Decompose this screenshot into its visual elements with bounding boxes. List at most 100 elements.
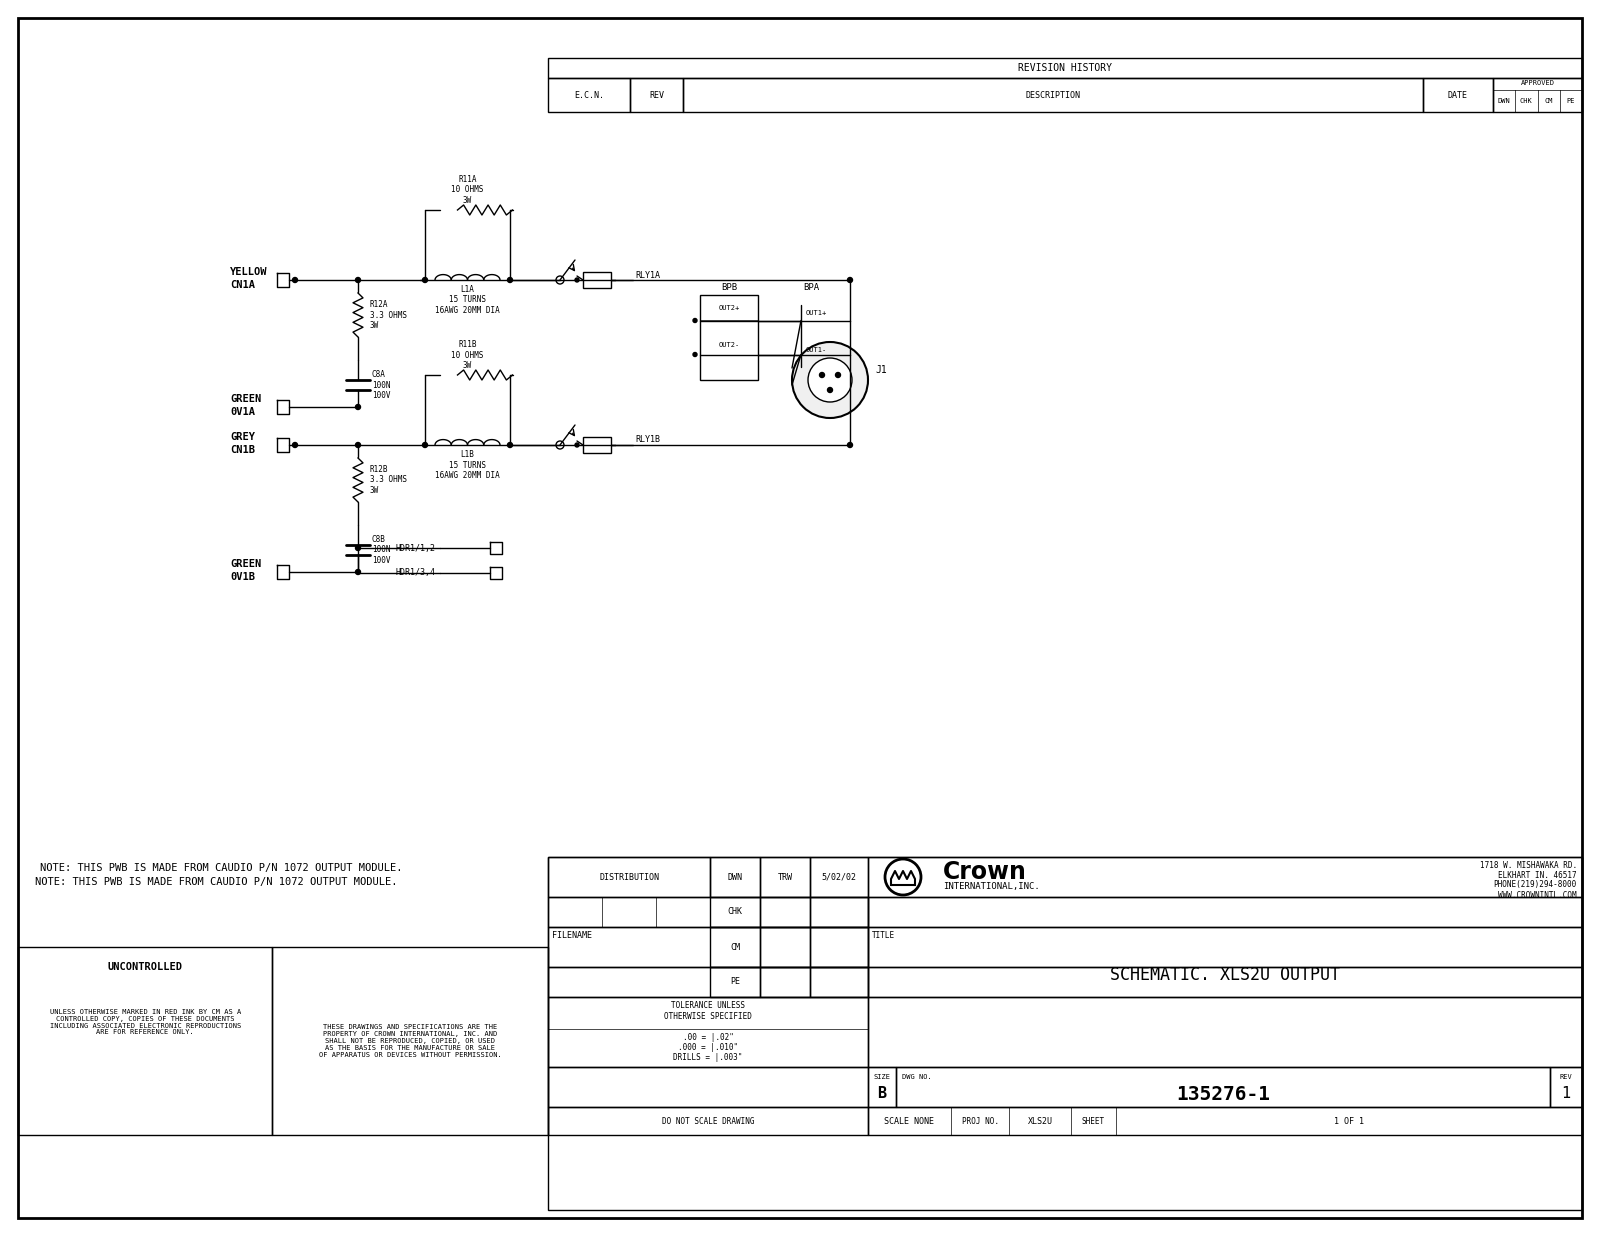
Circle shape (557, 276, 563, 285)
Circle shape (293, 443, 298, 448)
Bar (810, 897, 867, 927)
Text: .00 = |.02"
.000 = |.010"
DRILLS = |.003": .00 = |.02" .000 = |.010" DRILLS = |.003… (674, 1033, 742, 1063)
Text: BPA: BPA (803, 282, 819, 292)
Bar (582, 437, 611, 453)
Bar (760, 897, 810, 927)
Text: THESE DRAWINGS AND SPECIFICATIONS ARE THE
PROPERTY OF CROWN INTERNATIONAL, INC. : THESE DRAWINGS AND SPECIFICATIONS ARE TH… (318, 1024, 501, 1058)
Bar (867, 1068, 896, 1107)
Bar (760, 857, 810, 897)
Text: SCHEMATIC. XLS2U OUTPUT: SCHEMATIC. XLS2U OUTPUT (1110, 966, 1341, 983)
Text: R12A
3.3 OHMS
3W: R12A 3.3 OHMS 3W (370, 301, 406, 330)
Text: NOTE: THIS PWB IS MADE FROM CAUDIO P/N 1072 OUTPUT MODULE.: NOTE: THIS PWB IS MADE FROM CAUDIO P/N 1… (40, 863, 403, 873)
Bar (547, 927, 867, 967)
Bar (630, 78, 683, 113)
Bar (867, 1107, 1582, 1136)
Text: CM: CM (1544, 98, 1554, 104)
Bar (1422, 78, 1493, 113)
Text: GREEN: GREEN (230, 395, 261, 404)
Text: SIZE: SIZE (874, 1074, 891, 1080)
Circle shape (848, 443, 853, 448)
Text: Crown: Crown (942, 860, 1027, 884)
Text: 1: 1 (1562, 1086, 1571, 1101)
Circle shape (693, 318, 698, 323)
Bar (896, 1068, 1550, 1107)
Circle shape (422, 443, 427, 448)
Text: 0V1A: 0V1A (230, 407, 254, 417)
Text: RLY1B: RLY1B (635, 435, 661, 444)
Bar (760, 927, 810, 967)
Text: DWN: DWN (1498, 98, 1510, 104)
Bar (867, 997, 1582, 1068)
Bar (810, 857, 867, 897)
Circle shape (848, 277, 853, 282)
Bar (710, 857, 760, 897)
Text: YELLOW: YELLOW (230, 267, 267, 277)
Text: REV: REV (1560, 1074, 1573, 1080)
Bar (547, 857, 710, 897)
Bar (810, 967, 867, 997)
Circle shape (808, 357, 851, 402)
Text: UNLESS OTHERWISE MARKED IN RED INK BY CM AS A
CONTROLLED COPY, COPIES OF THESE D: UNLESS OTHERWISE MARKED IN RED INK BY CM… (50, 1008, 242, 1035)
Text: RLY1A: RLY1A (635, 271, 661, 280)
Text: BPB: BPB (722, 282, 738, 292)
Text: 5/02/02: 5/02/02 (821, 872, 856, 882)
Circle shape (557, 442, 563, 449)
Text: R12B
3.3 OHMS
3W: R12B 3.3 OHMS 3W (370, 465, 406, 495)
Text: C8B
100N
100V: C8B 100N 100V (371, 536, 390, 565)
Text: TITLE: TITLE (872, 930, 894, 939)
Circle shape (574, 278, 579, 282)
Text: OUT1+: OUT1+ (806, 310, 827, 315)
Circle shape (792, 341, 867, 418)
Text: R11A
10 OHMS
3W: R11A 10 OHMS 3W (451, 176, 483, 205)
Bar (547, 58, 1582, 78)
Text: WWW.CROWNINTL.COM: WWW.CROWNINTL.COM (1498, 891, 1578, 899)
Text: OUT1-: OUT1- (806, 348, 827, 353)
Circle shape (355, 569, 360, 574)
Text: REVISION HISTORY: REVISION HISTORY (1018, 63, 1112, 73)
Text: CHK: CHK (728, 908, 742, 917)
Bar (1493, 78, 1582, 113)
Text: DO NOT SCALE DRAWING: DO NOT SCALE DRAWING (662, 1117, 754, 1126)
Text: NOTE: THIS PWB IS MADE FROM CAUDIO P/N 1072 OUTPUT MODULE.: NOTE: THIS PWB IS MADE FROM CAUDIO P/N 1… (35, 877, 397, 887)
Text: DWN: DWN (728, 872, 742, 882)
Text: INTERNATIONAL,INC.: INTERNATIONAL,INC. (942, 882, 1040, 892)
Bar (547, 78, 630, 113)
Text: 1718 W. MISHAWAKA RD.: 1718 W. MISHAWAKA RD. (1480, 861, 1578, 870)
Bar (867, 897, 1582, 927)
Text: PE: PE (1566, 98, 1574, 104)
Text: SHEET: SHEET (1082, 1117, 1106, 1126)
Bar (710, 927, 760, 967)
Text: FILENAME: FILENAME (552, 930, 592, 939)
Bar (683, 78, 1422, 113)
Bar (582, 272, 611, 288)
Text: DWG NO.: DWG NO. (902, 1074, 931, 1080)
Text: CN1B: CN1B (230, 445, 254, 455)
Circle shape (693, 353, 698, 356)
Text: SCALE NONE: SCALE NONE (885, 1117, 934, 1126)
Bar (701, 294, 758, 380)
Bar (547, 967, 867, 997)
Text: OUT2-: OUT2- (718, 341, 739, 348)
Text: PROJ NO.: PROJ NO. (962, 1117, 998, 1126)
Text: CHK: CHK (1520, 98, 1533, 104)
Text: 0V1B: 0V1B (230, 571, 254, 581)
Text: DISTRIBUTION: DISTRIBUTION (598, 872, 659, 882)
Text: GREY: GREY (230, 432, 254, 442)
Bar (547, 997, 867, 1068)
Bar (547, 1068, 867, 1107)
Text: GREEN: GREEN (230, 559, 261, 569)
Text: TRW: TRW (778, 872, 792, 882)
Circle shape (507, 443, 512, 448)
Text: UNCONTROLLED: UNCONTROLLED (107, 962, 182, 972)
Text: REV: REV (650, 90, 664, 99)
Bar (760, 967, 810, 997)
Text: L1A
15 TURNS
16AWG 20MM DIA: L1A 15 TURNS 16AWG 20MM DIA (435, 285, 499, 315)
Bar (710, 897, 760, 927)
Text: J1: J1 (875, 365, 886, 375)
Bar (18, 948, 272, 1136)
Bar (867, 927, 1582, 967)
Text: 1 OF 1: 1 OF 1 (1334, 1117, 1363, 1126)
Circle shape (574, 443, 579, 447)
Circle shape (507, 277, 512, 282)
Bar (547, 897, 867, 927)
